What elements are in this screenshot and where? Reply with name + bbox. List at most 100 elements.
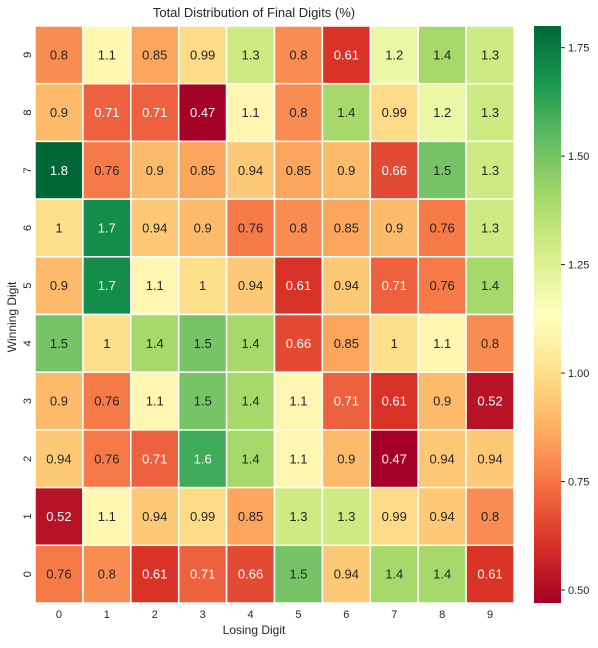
cell-value-label: 0.99 xyxy=(382,509,407,524)
heatmap-cell xyxy=(465,544,515,604)
heatmap-cell xyxy=(225,429,276,489)
cell-value-label: 0.66 xyxy=(238,567,263,582)
cell-value-label: 0.61 xyxy=(382,394,407,409)
colorbar-tick-label: 1.00 xyxy=(568,368,589,380)
cell-value-label: 0.8 xyxy=(481,336,499,351)
heatmap-cell xyxy=(369,429,419,489)
heatmap-cell xyxy=(369,544,419,604)
cell-value-label: 1.5 xyxy=(194,336,212,351)
cell-value-label: 0.94 xyxy=(429,451,454,466)
colorbar-tick-label: 0.50 xyxy=(568,585,589,597)
cell-value-label: 1.5 xyxy=(50,336,68,351)
cell-value-label: 1.3 xyxy=(289,509,307,524)
heatmap-cell xyxy=(321,544,372,604)
heatmap-cell xyxy=(273,371,324,431)
cell-value-label: 1.1 xyxy=(146,394,164,409)
cell-value-label: 1.3 xyxy=(481,163,499,178)
heatmap-cell xyxy=(417,371,467,431)
heatmap-cell xyxy=(34,486,84,547)
cell-value-label: 0.94 xyxy=(238,278,263,293)
heatmap-cell xyxy=(321,82,372,143)
cell-value-label: 1 xyxy=(391,336,398,351)
x-tick-label: 9 xyxy=(487,609,493,621)
x-tick-label: 1 xyxy=(104,609,110,621)
heatmap-cell xyxy=(177,313,228,373)
cell-value-label: 1.5 xyxy=(289,567,307,582)
cell-value-label: 0.8 xyxy=(481,509,499,524)
heatmap-cell xyxy=(465,486,515,547)
y-axis-label: Winning Digit xyxy=(5,281,19,352)
cell-value-label: 0.61 xyxy=(477,567,502,582)
cell-value-label: 0.99 xyxy=(382,105,407,120)
cell-value-label: 1.5 xyxy=(194,394,212,409)
cell-value-label: 0.71 xyxy=(142,451,167,466)
y-tick-label: 2 xyxy=(22,456,34,462)
cell-value-label: 1.4 xyxy=(433,47,451,62)
cell-value-label: 0.71 xyxy=(382,278,407,293)
heatmap-cell xyxy=(465,256,515,316)
colorbar-tick-label: 0.75 xyxy=(568,477,589,489)
cell-value-label: 0.99 xyxy=(190,47,215,62)
y-tick-label: 8 xyxy=(22,109,34,115)
cell-value-label: 0.71 xyxy=(334,394,359,409)
heatmap-cell xyxy=(273,82,324,143)
y-tick-label: 0 xyxy=(22,571,34,577)
cell-value-label: 0.71 xyxy=(94,105,119,120)
heatmap-cell xyxy=(82,82,132,143)
heatmap-cell xyxy=(417,486,467,547)
cell-value-label: 0.94 xyxy=(46,451,71,466)
y-tick-label: 1 xyxy=(22,513,34,519)
x-tick-label: 7 xyxy=(391,609,397,621)
chart-title: Total Distribution of Final Digits (%) xyxy=(153,5,355,20)
cell-value-label: 0.8 xyxy=(50,47,68,62)
heatmap-cell xyxy=(225,544,276,604)
x-tick-label: 8 xyxy=(439,609,445,621)
heatmap-cell xyxy=(417,140,467,200)
cell-value-label: 1.8 xyxy=(50,163,68,178)
heatmap-cell xyxy=(34,313,84,373)
colorbar-tick-label: 1.75 xyxy=(568,43,589,55)
heatmap-cell xyxy=(273,313,324,373)
cell-value-label: 0.85 xyxy=(334,336,359,351)
heatmap-cell xyxy=(321,429,372,489)
cell-value-label: 0.9 xyxy=(146,163,164,178)
cell-value-label: 0.85 xyxy=(286,163,311,178)
colorbar xyxy=(534,26,561,603)
cell-value-label: 0.66 xyxy=(382,163,407,178)
heatmap-cell xyxy=(82,429,132,489)
cell-value-label: 0.85 xyxy=(334,220,359,235)
x-axis-label: Losing Digit xyxy=(223,623,286,637)
cell-value-label: 0.99 xyxy=(190,509,215,524)
cell-value-label: 0.8 xyxy=(98,567,116,582)
heatmap-cell xyxy=(34,25,84,85)
cell-value-label: 0.47 xyxy=(382,451,407,466)
cell-value-label: 1.5 xyxy=(433,163,451,178)
cell-value-label: 0.76 xyxy=(429,220,454,235)
heatmap-cell xyxy=(82,544,132,604)
cell-value-label: 0.94 xyxy=(334,278,359,293)
y-tick-label: 7 xyxy=(22,167,34,173)
y-tick-label: 4 xyxy=(22,340,34,346)
cell-value-label: 1.3 xyxy=(481,105,499,120)
cell-value-label: 1.1 xyxy=(289,451,307,466)
heatmap-cell xyxy=(177,82,228,143)
cell-value-label: 0.76 xyxy=(94,394,119,409)
cell-value-label: 1.1 xyxy=(98,47,116,62)
cell-value-label: 0.85 xyxy=(190,163,215,178)
heatmap-cell xyxy=(225,313,276,373)
cell-value-label: 0.52 xyxy=(477,394,502,409)
cell-value-label: 1.1 xyxy=(289,394,307,409)
heatmap-cell xyxy=(369,82,419,143)
heatmap-cell xyxy=(465,429,515,489)
cell-value-label: 0.76 xyxy=(429,278,454,293)
y-tick-label: 9 xyxy=(22,52,34,58)
cell-value-label: 1.3 xyxy=(481,47,499,62)
heatmap-cell xyxy=(369,25,419,85)
cell-value-label: 0.85 xyxy=(142,47,167,62)
x-tick-label: 4 xyxy=(247,609,253,621)
cell-value-label: 0.66 xyxy=(286,336,311,351)
heatmap-cell xyxy=(34,198,84,258)
cell-value-label: 1.1 xyxy=(98,509,116,524)
cell-value-label: 1.7 xyxy=(98,278,116,293)
